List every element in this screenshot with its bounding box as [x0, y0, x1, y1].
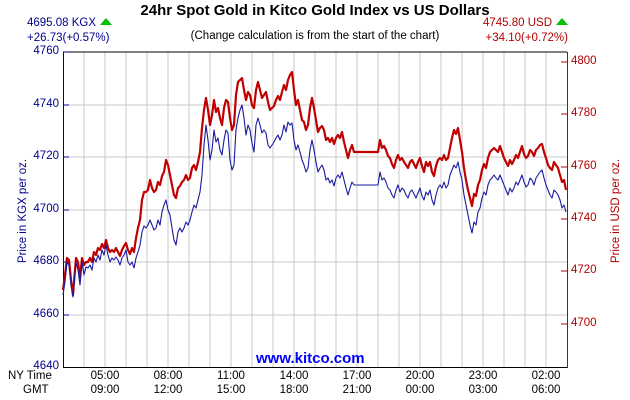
left-axis-title: Price in KGX per oz.	[17, 158, 29, 264]
right-tick-label: 4700	[571, 317, 597, 329]
left-tick-label: 4640	[33, 360, 59, 372]
chart-title: 24hr Spot Gold in Kitco Gold Index vs US…	[140, 2, 490, 19]
kgx-series-line	[62, 104, 567, 298]
up-triangle-icon	[100, 18, 113, 25]
x-tick-gmt: 06:00	[531, 384, 561, 396]
x-tick-gmt: 18:00	[279, 384, 309, 396]
x-tick-ny: 05:00	[90, 370, 120, 382]
usd-series-line	[61, 70, 568, 297]
x-tick-gmt: 15:00	[216, 384, 246, 396]
x-tick-gmt: 21:00	[342, 384, 372, 396]
x-tick-gmt: 09:00	[90, 384, 120, 396]
x-tick-ny: 02:00	[531, 370, 561, 382]
left-tick-label: 4760	[33, 45, 59, 57]
grid	[63, 52, 567, 367]
right-tick-label: 4760	[571, 160, 597, 172]
kgx-price: 4695.08 KGX	[27, 17, 97, 29]
x-tick-gmt: 03:00	[468, 384, 498, 396]
gmt-label: GMT	[23, 384, 49, 396]
usd-quote: 4745.80 USD +34.10(+0.72%)	[450, 16, 568, 46]
left-tick-label: 4700	[33, 203, 59, 215]
right-tick-label: 4720	[571, 264, 597, 276]
x-tick-ny: 11:00	[217, 370, 245, 382]
x-tick-ny: 20:00	[405, 370, 435, 382]
left-tick-label: 4720	[33, 150, 59, 162]
x-tick-gmt: 00:00	[405, 384, 435, 396]
left-tick-label: 4660	[33, 308, 59, 320]
left-tick-label: 4740	[33, 98, 59, 110]
x-tick-gmt: 12:00	[153, 384, 183, 396]
kgx-change: +26.73(+0.57%)	[27, 32, 110, 44]
right-tick-label: 4740	[571, 212, 597, 224]
right-axis-title: Price in USD per oz.	[610, 158, 622, 264]
left-tick-label: 4680	[33, 255, 59, 267]
x-tick-ny: 08:00	[153, 370, 183, 382]
x-tick-ny: 17:00	[342, 370, 372, 382]
right-tick-label: 4780	[571, 107, 597, 119]
chart-subtitle: (Change calculation is from the start of…	[190, 30, 440, 42]
x-tick-ny: 14:00	[279, 370, 309, 382]
x-tick-ny: 23:00	[468, 370, 498, 382]
ny-time-label: NY Time	[8, 370, 52, 382]
usd-change: +34.10(+0.72%)	[485, 32, 568, 44]
kgx-quote: 4695.08 KGX +26.73(+0.57%)	[27, 16, 113, 46]
usd-price: 4745.80 USD	[482, 17, 552, 29]
right-tick-label: 4800	[571, 55, 597, 67]
up-triangle-icon	[556, 18, 568, 25]
kitco-url: www.kitco.com	[256, 350, 365, 367]
